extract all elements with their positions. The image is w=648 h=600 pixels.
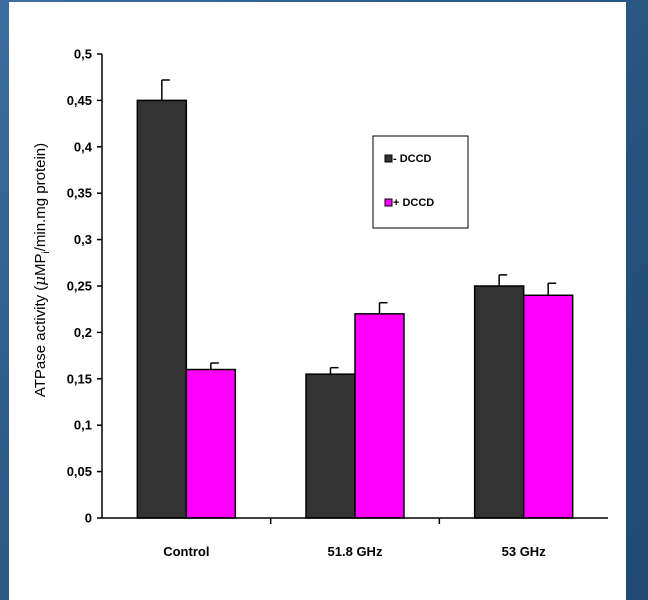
axes <box>101 54 608 519</box>
y-axis-ticks: 0 0,05 0,1 0,15 0,2 0,25 0,3 0,35 0,4 0,45 0,5 <box>67 47 102 526</box>
y-tick-label: 0 <box>85 511 92 526</box>
x-axis-ticks: Control 51.8 GHz 53 GHz <box>163 518 546 559</box>
svg-text:ATPase activity (μMPi/min.mg p: ATPase activity (μMPi/min.mg protein) <box>31 143 52 397</box>
y-axis-title-subscript: i <box>41 251 52 253</box>
bar <box>136 99 188 519</box>
bar-series <box>136 79 574 519</box>
bar <box>185 368 237 519</box>
y-tick-label: 0,35 <box>67 186 92 201</box>
y-tick-label: 0,5 <box>74 47 92 62</box>
bar <box>522 294 574 519</box>
legend-box <box>372 135 469 229</box>
y-axis-title: ATPase activity (μMPi/min.mg protein) <box>31 143 52 397</box>
legend: - DCCD + DCCD <box>372 135 469 229</box>
y-tick-label: 0,25 <box>67 279 92 294</box>
y-tick-label: 0,45 <box>67 93 92 108</box>
y-axis-title-mu: μ <box>31 276 49 286</box>
legend-swatch <box>384 154 393 163</box>
y-tick-label: 0,3 <box>74 232 92 247</box>
bar <box>354 313 405 519</box>
y-tick-label: 0,05 <box>67 464 92 479</box>
bar <box>473 285 525 519</box>
legend-swatch <box>384 198 393 207</box>
x-tick-label: 53 GHz <box>502 544 547 559</box>
legend-label: + DCCD <box>393 197 434 209</box>
x-tick-label: 51.8 GHz <box>328 544 383 559</box>
bar <box>305 373 356 519</box>
y-tick-label: 0,4 <box>74 139 93 154</box>
y-axis-title-suffix: /min.mg protein) <box>32 143 49 251</box>
y-tick-label: 0,15 <box>67 371 92 386</box>
y-axis-title-unit: MP <box>32 253 49 276</box>
x-tick-label: Control <box>163 544 209 559</box>
y-tick-label: 0,1 <box>74 418 92 433</box>
y-axis-title-prefix: ATPase activity ( <box>32 286 49 397</box>
bar-chart: ATPase activity (μMPi/min.mg protein) 00… <box>31 47 608 559</box>
legend-label: - DCCD <box>393 153 432 165</box>
y-tick-label: 0,2 <box>74 325 92 340</box>
